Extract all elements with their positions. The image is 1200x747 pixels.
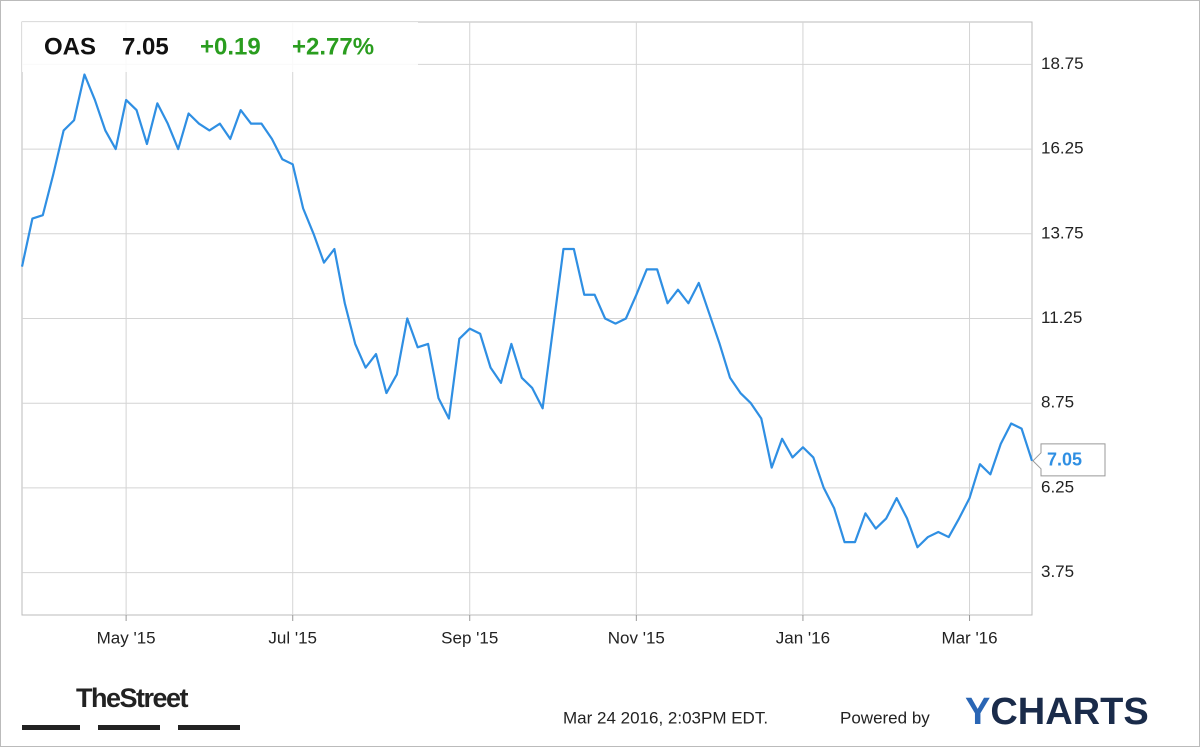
y-tick-label: 16.25 — [1041, 139, 1084, 158]
y-tick-label: 3.75 — [1041, 562, 1074, 581]
y-tick-label: 18.75 — [1041, 54, 1084, 73]
x-tick-label: Mar '16 — [941, 628, 997, 647]
x-tick-label: Jan '16 — [776, 628, 830, 647]
change: +0.19 — [200, 33, 261, 60]
x-tick-label: Jul '15 — [268, 628, 317, 647]
header-box — [22, 22, 418, 72]
symbol: OAS — [44, 33, 96, 60]
logo-bar — [22, 725, 80, 730]
x-tick-label: Nov '15 — [608, 628, 665, 647]
last-value-box — [1032, 443, 1106, 477]
x-tick-label: Sep '15 — [441, 628, 498, 647]
logo-bar — [98, 725, 160, 730]
brand-y: Y — [965, 691, 990, 733]
timestamp: Mar 24 2016, 2:03PM EDT. — [563, 708, 768, 727]
last-value-label: 7.05 — [1047, 450, 1082, 470]
price: 7.05 — [122, 33, 169, 60]
brand-rest: CHARTS — [990, 691, 1148, 733]
y-tick-label: 8.75 — [1041, 393, 1074, 412]
series — [20, 73, 1034, 549]
logo-bar — [178, 725, 240, 730]
grid — [22, 22, 1032, 615]
line — [20, 73, 1034, 549]
y-tick-label: 6.25 — [1041, 477, 1074, 496]
y-tick-label: 13.75 — [1041, 223, 1084, 242]
y-tick-label: 11.25 — [1041, 308, 1082, 327]
change-pct: +2.77% — [292, 33, 374, 60]
source-logo: TheStreet — [76, 683, 189, 713]
powered-by: Powered by — [840, 708, 930, 727]
x-tick-label: May '15 — [97, 628, 156, 647]
brand: YCHARTS — [965, 691, 1149, 733]
